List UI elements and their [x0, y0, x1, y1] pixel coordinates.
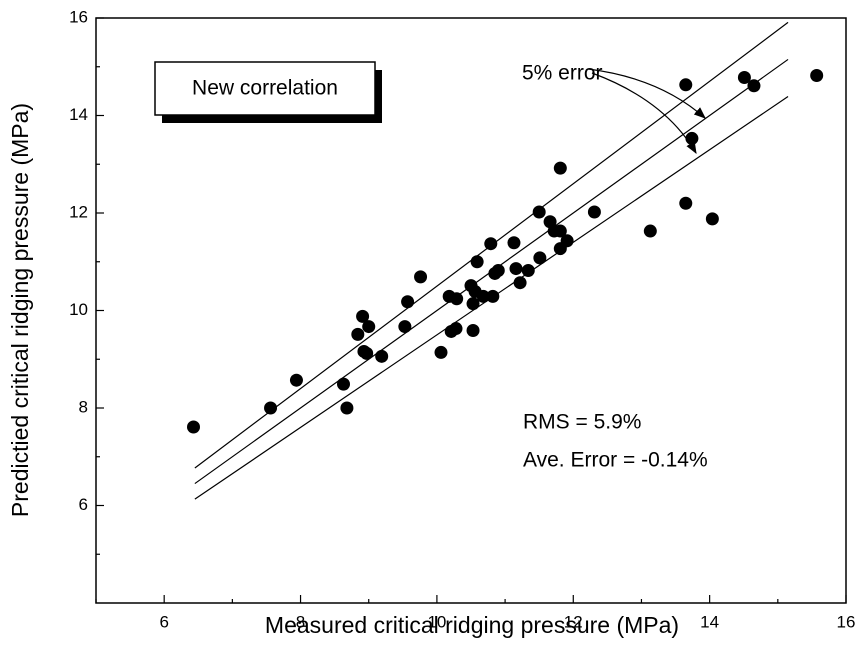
point — [362, 320, 376, 334]
point — [264, 401, 278, 415]
annotation: 5% error — [522, 62, 603, 85]
point — [360, 346, 374, 360]
point — [449, 322, 463, 336]
point — [401, 295, 415, 309]
point — [532, 205, 546, 219]
point — [507, 236, 521, 250]
point — [470, 255, 484, 269]
x-tick-label: 12 — [564, 612, 583, 631]
point — [679, 196, 693, 210]
y-tick-label: 16 — [69, 7, 88, 26]
annotation: RMS = 5.9% — [523, 411, 641, 434]
point — [705, 212, 719, 226]
point — [679, 78, 693, 92]
point — [587, 205, 601, 219]
point — [351, 327, 365, 341]
point — [553, 161, 567, 175]
point — [513, 276, 527, 290]
legend-text: New correlation — [192, 77, 338, 100]
point — [466, 323, 480, 337]
x-tick-label: 6 — [159, 612, 168, 631]
y-tick-label: 6 — [79, 495, 88, 514]
point — [187, 420, 200, 434]
x-tick-label: 14 — [700, 612, 719, 631]
y-tick-label: 10 — [69, 300, 88, 319]
point — [356, 309, 370, 323]
point — [398, 320, 412, 334]
point — [560, 234, 574, 248]
point — [553, 224, 567, 238]
point — [466, 297, 480, 311]
point — [747, 79, 761, 93]
point — [533, 251, 547, 265]
x-tick-label: 10 — [427, 612, 446, 631]
annotation: Ave. Error = -0.14% — [523, 449, 708, 472]
point — [643, 224, 657, 238]
point — [685, 131, 699, 145]
point — [476, 289, 490, 303]
point — [434, 345, 448, 359]
y-axis-label: Predictied critical ridging pressure (MP… — [7, 103, 33, 517]
point — [375, 349, 389, 363]
y-tick-label: 8 — [79, 397, 88, 416]
point — [340, 401, 354, 415]
point — [509, 262, 523, 276]
arrow — [587, 68, 706, 119]
point — [414, 270, 428, 284]
point — [289, 373, 303, 387]
point — [521, 264, 535, 278]
point — [337, 377, 350, 391]
y-tick-label: 14 — [69, 105, 88, 124]
point — [450, 292, 464, 306]
legend-box — [154, 61, 376, 116]
point — [486, 289, 500, 303]
point — [484, 237, 498, 251]
point — [810, 69, 824, 83]
x-axis-label: Measured critical ridging pressure (MPa) — [265, 612, 679, 638]
point — [737, 70, 751, 84]
y-tick-label: 12 — [69, 202, 88, 221]
point — [491, 264, 505, 278]
x-tick-label: 16 — [837, 612, 856, 631]
x-tick-label: 8 — [296, 612, 305, 631]
